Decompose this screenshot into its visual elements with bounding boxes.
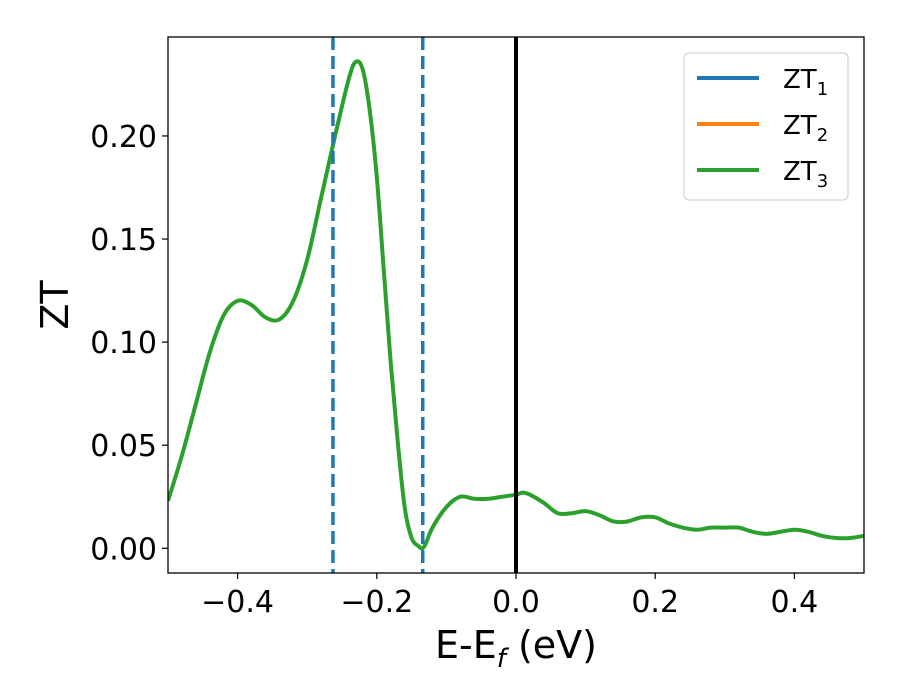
x-tick-label: −0.2 [340, 585, 413, 620]
legend-label-zt3-main: ZT [783, 157, 817, 187]
legend-label-zt2-subscript: 2 [817, 125, 828, 146]
y-axis-ticks: 0.00 0.05 0.10 0.15 0.20 [90, 120, 168, 567]
x-tick-label: −0.4 [201, 585, 274, 620]
y-tick-label: 0.05 [90, 429, 157, 464]
y-tick-label: 0.20 [90, 120, 157, 155]
legend-label-zt1-subscript: 1 [817, 79, 828, 100]
x-axis-title: E-Ef (eV) [435, 623, 597, 674]
legend-label-zt3-subscript: 3 [817, 171, 828, 192]
zt-curve [168, 59, 864, 551]
x-tick-label: 0.0 [492, 585, 540, 620]
legend-label-zt1: ZT1 [783, 65, 828, 100]
x-axis-ticks: −0.4 −0.2 0.0 0.2 0.4 [201, 573, 818, 620]
y-tick-label: 0.15 [90, 223, 157, 258]
x-tick-label: 0.2 [631, 585, 679, 620]
y-tick-label: 0.10 [90, 326, 157, 361]
legend-label-zt2: ZT2 [783, 111, 828, 146]
legend-label-zt2-main: ZT [783, 111, 817, 141]
x-tick-label: 0.4 [771, 585, 819, 620]
y-tick-label: 0.00 [90, 532, 157, 567]
x-axis-title-unit: (eV) [506, 623, 597, 667]
x-axis-title-main: E-E [435, 623, 497, 667]
plot-content [168, 37, 864, 573]
y-axis-title: ZT [33, 280, 77, 330]
legend: ZT1 ZT2 ZT3 [683, 52, 849, 201]
legend-label-zt3: ZT3 [783, 157, 828, 192]
legend-label-zt1-main: ZT [783, 65, 817, 95]
legend-frame [683, 52, 849, 201]
